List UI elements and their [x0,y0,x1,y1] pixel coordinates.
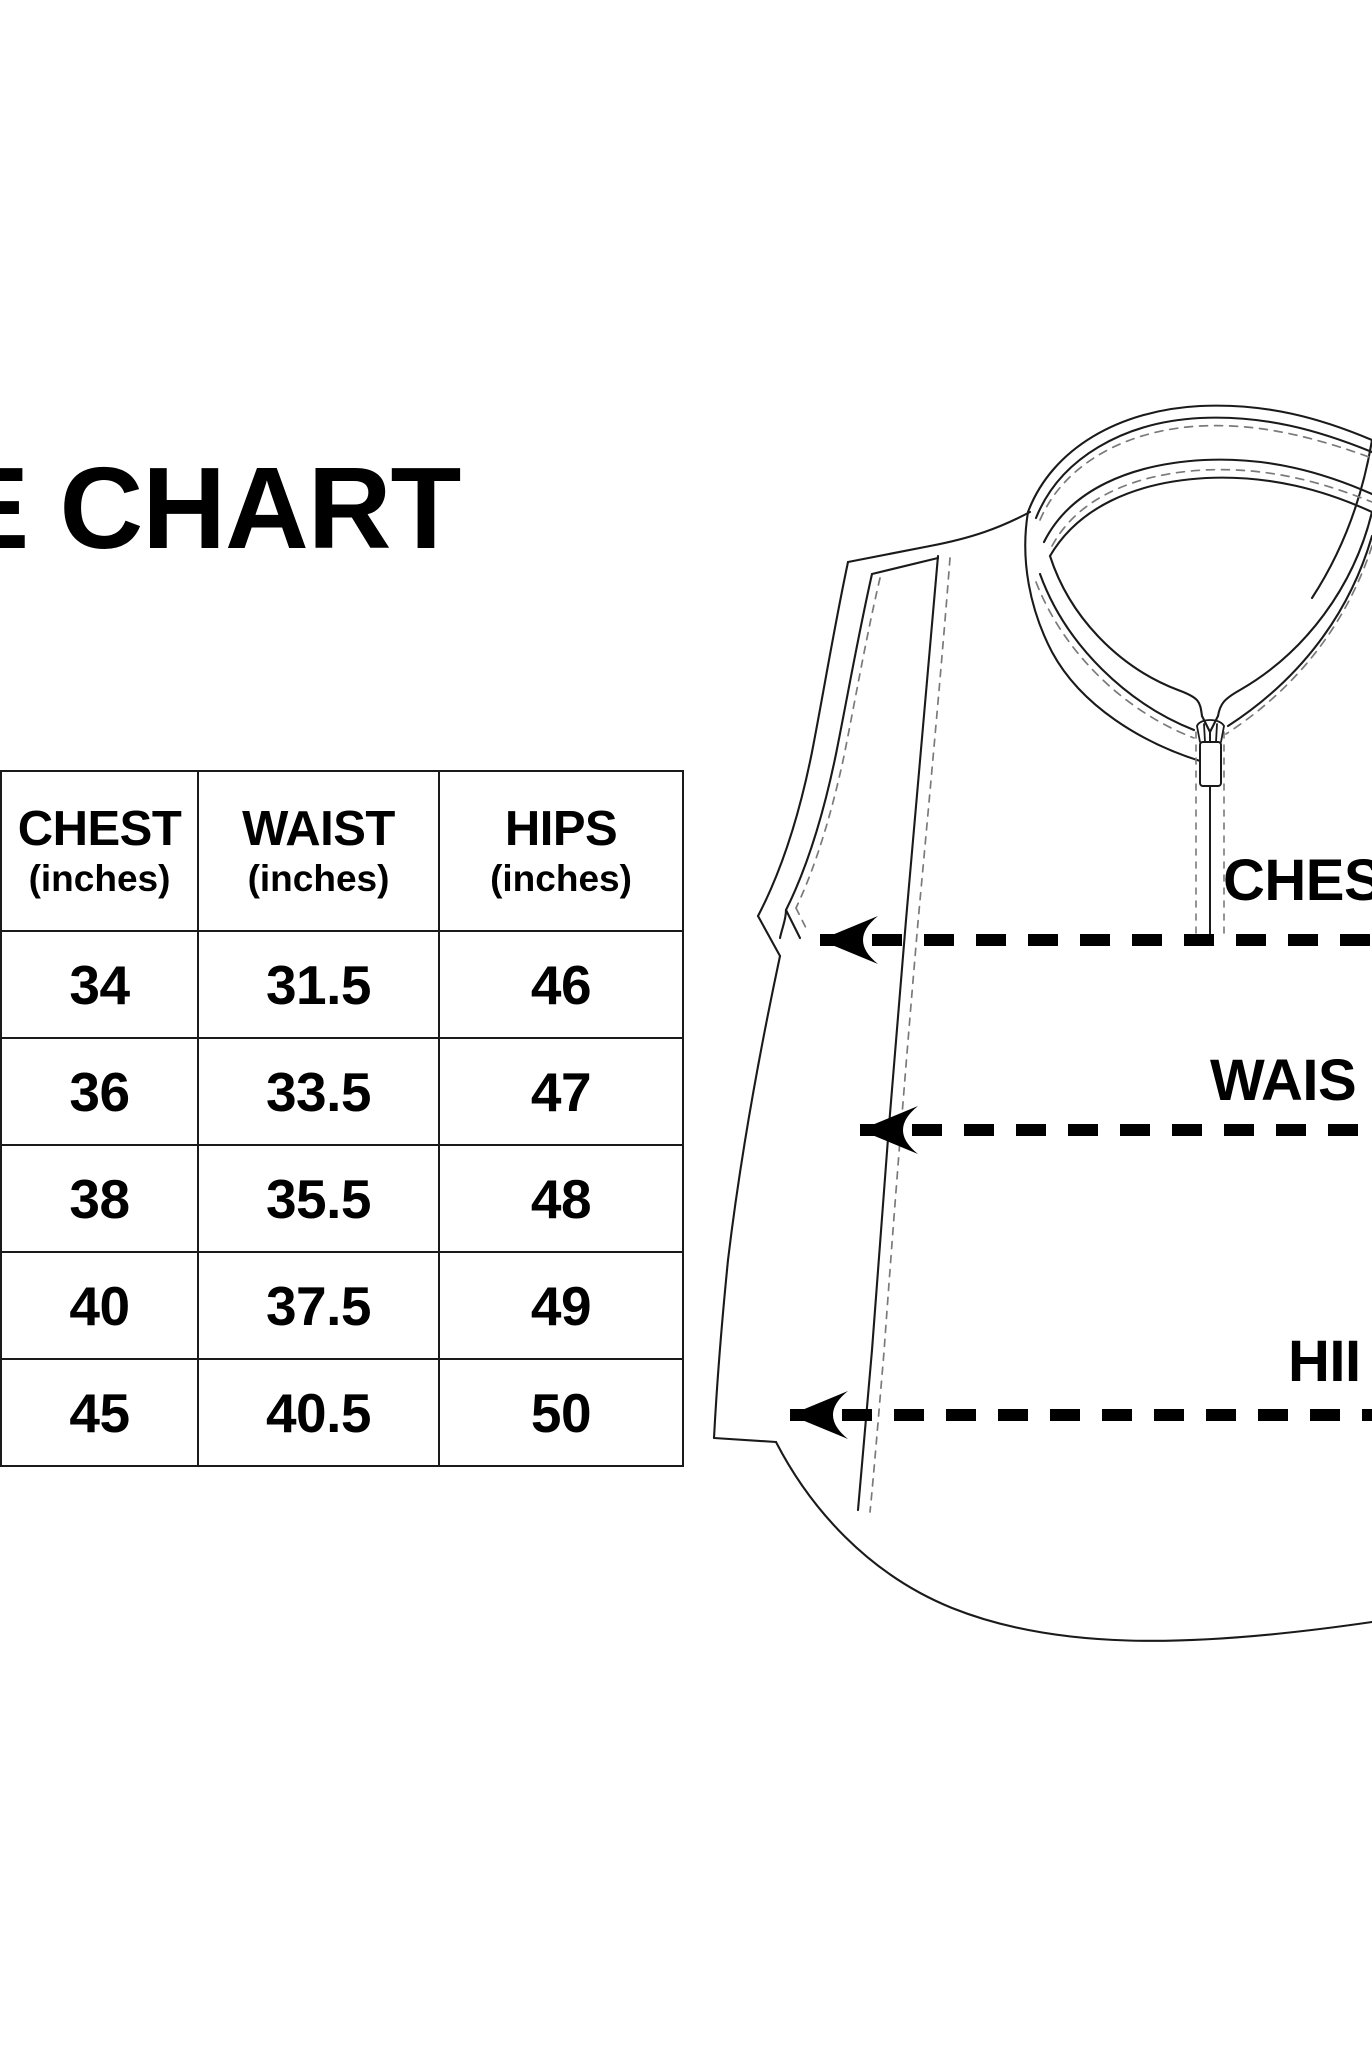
cell-waist: 35.5 [197,1144,440,1253]
cell-hips: 47 [438,1037,684,1146]
chest-dashed-line [820,934,1372,946]
column-header-waist-unit: (inches) [247,858,390,899]
zipper [1195,719,1225,941]
column-header-waist: WAIST (inches) [197,770,440,932]
collar-stitching [1035,424,1372,739]
garment-flat-sketch-svg [712,404,1372,1642]
cell-chest: 34 [0,930,199,1039]
cell-waist: 40.5 [197,1358,440,1467]
arrow-left-icon [860,1106,918,1154]
arrow-left-icon [790,1391,848,1439]
hips-dashed-line [790,1409,1372,1421]
zipper-slider [1199,741,1222,787]
cell-chest: 36 [0,1037,199,1146]
body-outline [712,510,1372,1642]
size-chart-table: CHEST (inches) WAIST (inches) HIPS (inch… [0,770,684,1467]
cell-waist: 31.5 [197,930,440,1039]
cell-chest: 45 [0,1358,199,1467]
column-header-chest: CHEST (inches) [0,770,199,932]
cell-waist: 37.5 [197,1251,440,1360]
armhole-binding-stitch [795,577,881,933]
table-row: 36 33.5 47 [0,1037,684,1146]
cell-waist: 33.5 [197,1037,440,1146]
column-header-chest-label: CHEST [17,802,182,856]
table-row: 38 35.5 48 [0,1144,684,1253]
cell-chest: 40 [0,1251,199,1360]
cell-hips: 48 [438,1144,684,1253]
cell-hips: 46 [438,930,684,1039]
table-row: 45 40.5 50 [0,1358,684,1467]
column-header-hips-unit: (inches) [490,858,632,899]
cell-hips: 50 [438,1358,684,1467]
hips-measurement-label: HII [1288,1329,1361,1394]
mock-neck-collar [1024,404,1372,766]
column-header-hips: HIPS (inches) [438,770,684,932]
column-header-hips-label: HIPS [504,802,618,856]
garment-illustration [600,360,1372,1650]
front-panel-seam [856,554,940,1512]
cell-chest: 38 [0,1144,199,1253]
waist-dashed-line [860,1124,1372,1136]
page-title: ZE CHART [0,443,461,573]
chest-measurement-label: CHES [1223,848,1372,913]
armhole-binding [778,556,940,940]
front-panel-seam-stitch [869,557,951,1513]
column-header-waist-label: WAIST [242,802,395,856]
cell-hips: 49 [438,1251,684,1360]
table-row: 34 31.5 46 [0,930,684,1039]
table-row: 40 37.5 49 [0,1251,684,1360]
column-header-chest-unit: (inches) [28,858,171,899]
waist-measurement-label: WAIS [1210,1048,1357,1113]
arrow-left-icon [820,916,878,964]
table-header-row: CHEST (inches) WAIST (inches) HIPS (inch… [0,770,684,932]
